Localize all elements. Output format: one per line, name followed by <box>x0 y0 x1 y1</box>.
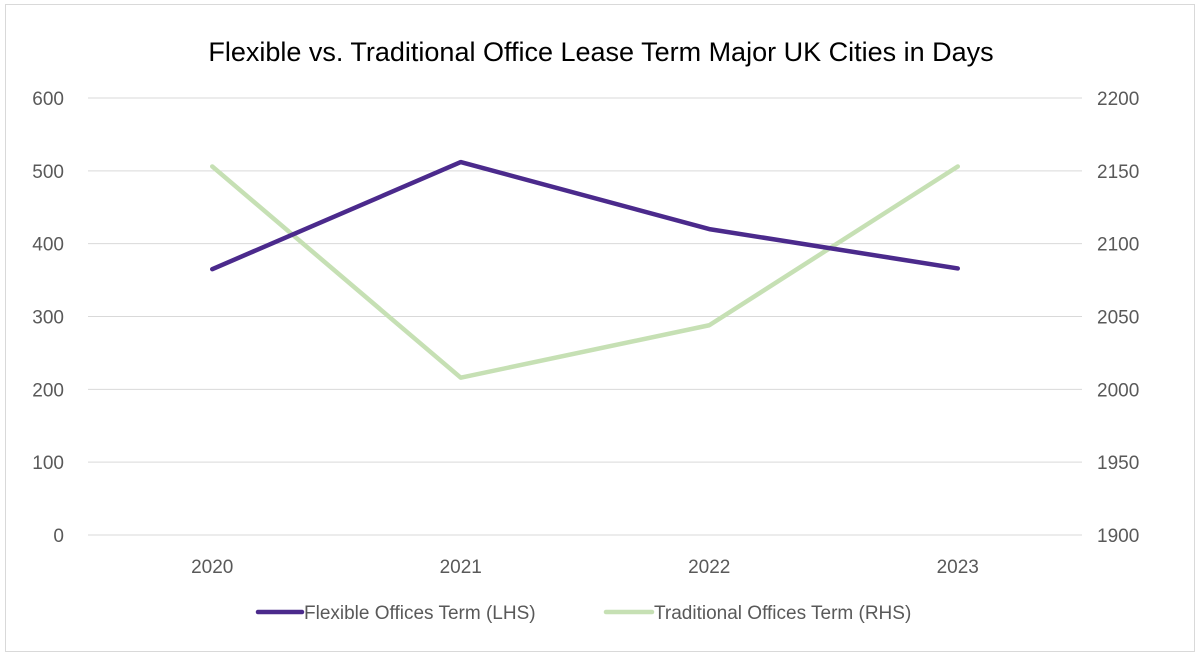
right-tick-label: 1950 <box>1097 453 1139 474</box>
legend-label: Traditional Offices Term (RHS) <box>654 603 911 624</box>
right-axis-ticks: 1900 1950 2000 2050 2100 2150 2200 <box>1097 89 1139 547</box>
series-line <box>210 159 960 272</box>
x-tick-label: 2023 <box>937 557 979 578</box>
left-tick-label: 300 <box>32 308 64 329</box>
left-tick-label: 0 <box>53 526 64 547</box>
left-tick-label: 600 <box>32 89 64 110</box>
gridlines <box>88 97 1082 536</box>
legend-label: Flexible Offices Term (LHS) <box>304 603 536 624</box>
left-tick-label: 500 <box>32 162 64 183</box>
right-tick-label: 1900 <box>1097 526 1139 547</box>
right-tick-label: 2050 <box>1097 308 1139 329</box>
legend: Flexible Offices Term (LHS) Traditional O… <box>255 603 911 624</box>
left-axis-ticks: 0 100 200 300 400 500 600 <box>32 89 64 547</box>
left-tick-label: 100 <box>32 453 64 474</box>
left-tick-label: 200 <box>32 380 64 401</box>
series-lines <box>210 159 960 380</box>
right-tick-label: 2200 <box>1097 89 1139 110</box>
chart-title: Flexible vs. Traditional Office Lease Te… <box>208 37 993 67</box>
right-tick-label: 2000 <box>1097 380 1139 401</box>
x-tick-label: 2020 <box>191 557 233 578</box>
chart-frame <box>5 4 1195 652</box>
x-tick-label: 2022 <box>688 557 730 578</box>
right-tick-label: 2150 <box>1097 162 1139 183</box>
left-tick-label: 400 <box>32 235 64 256</box>
x-axis-ticks: 2020 2021 2022 2023 <box>191 557 979 578</box>
x-tick-label: 2021 <box>440 557 482 578</box>
right-tick-label: 2100 <box>1097 235 1139 256</box>
series-line <box>210 164 960 380</box>
